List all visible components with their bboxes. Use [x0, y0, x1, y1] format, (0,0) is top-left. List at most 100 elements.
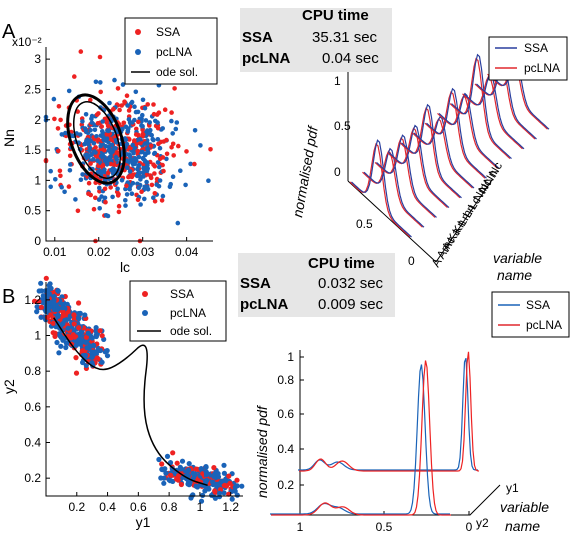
b-pdf-curve-y1-pclna	[299, 351, 480, 472]
b-ssa-point	[38, 304, 45, 310]
a-pdf-curve-ka-ssa	[387, 127, 448, 209]
a-pclna-point	[89, 120, 95, 125]
b-cpu-row-ssa-value: 0.032 sec	[318, 275, 384, 292]
a-ode-inner-cycle	[73, 101, 121, 179]
a-ssa-point	[172, 86, 177, 91]
a-x-tick-label: 0.03	[131, 245, 155, 259]
b-pclna-point	[221, 462, 227, 468]
a-ssa-point	[145, 102, 150, 107]
a-pclna-point	[124, 158, 130, 163]
b-ssa-point	[83, 334, 89, 340]
b-pclna-point	[158, 475, 164, 481]
a-pclna-point	[85, 137, 90, 143]
b-ssa-point	[76, 325, 82, 331]
b-pclna-point	[99, 359, 105, 365]
a-ssa-point	[132, 138, 137, 143]
a-ssa-point	[117, 107, 122, 113]
a-pclna-point	[103, 213, 109, 218]
a-ssa-point	[88, 192, 93, 198]
b-pclna-point	[54, 339, 60, 346]
b-pclna-point	[186, 461, 192, 467]
a-pclna-point	[51, 96, 57, 102]
a-pdf-base-axes	[347, 179, 493, 263]
a-pclna-point	[141, 166, 146, 171]
a-y-tick-label: 0	[34, 234, 41, 248]
a-ssa-point	[136, 119, 141, 125]
b-pclna-point	[102, 349, 108, 355]
a-pclna-point	[174, 120, 180, 125]
a-pdf-legend-ssa: SSA	[524, 41, 548, 55]
a-pclna-point	[147, 120, 152, 125]
b-ssa-point	[94, 355, 100, 361]
a-pclna-point	[113, 146, 118, 151]
b-pdf-z-tick-label: 0.8	[277, 373, 294, 387]
b-pclna-point	[191, 473, 197, 479]
a-ssa-point	[151, 162, 156, 167]
a-legend-ssa-marker	[135, 29, 141, 35]
a-ssa-point	[57, 168, 63, 174]
a-pclna-point	[86, 141, 91, 147]
a-pclna-point	[130, 142, 135, 148]
b-x-tick-label: 0.6	[130, 500, 147, 514]
a-pclna-point	[151, 195, 156, 200]
a-pclna-point	[155, 120, 160, 125]
a-pdf-legend: SSA pcLNA	[488, 36, 568, 81]
b-pclna-point	[76, 315, 82, 321]
b-x-tick-label: 0.4	[99, 500, 116, 514]
b-pclna-point	[84, 345, 90, 351]
b-pclna-point	[38, 314, 44, 320]
b-pclna-point	[93, 333, 99, 340]
a-ssa-point	[102, 186, 108, 192]
a-pclna-point	[100, 129, 105, 134]
b-x-axis-label: y1	[136, 514, 151, 530]
a-pclna-point	[134, 173, 140, 179]
b-ssa-point	[159, 461, 165, 467]
a-pdf-curve-kn-ssa	[399, 107, 461, 199]
a-pdf-category-label: Nn	[480, 167, 500, 187]
b-pclna-point	[63, 344, 69, 351]
a-ssa-point	[104, 132, 110, 137]
a-pclna-point	[127, 169, 133, 174]
b-ssa-point	[211, 465, 217, 471]
a-ssa-point	[135, 148, 140, 154]
b-pdf-legend: SSA pcLNA	[491, 291, 570, 338]
a-cpu-row-pclna-name: pcLNA	[242, 50, 291, 67]
a-pdf-z-label: normalised pdf	[289, 123, 321, 218]
a-ssa-point	[208, 147, 213, 152]
a-pclna-point	[129, 99, 135, 105]
a-pdf-category-label: Ln	[460, 202, 479, 221]
a-ssa-point	[58, 117, 63, 123]
b-ssa-point	[175, 477, 181, 483]
a-pclna-point	[198, 143, 203, 148]
a-pclna-point	[80, 119, 85, 124]
a-ssa-point	[139, 189, 144, 194]
a-pclna-point	[84, 155, 90, 161]
a-pclna-point	[119, 178, 125, 183]
b-y-tick-label: 0.8	[24, 364, 41, 378]
b-x-tick-label: 1	[197, 500, 204, 514]
a-ssa-point	[164, 137, 169, 143]
a-legend-pclna: pcLNA	[156, 45, 192, 59]
a-ssa-point	[78, 49, 84, 54]
a-pclna-point	[183, 182, 188, 188]
b-pclna-point	[210, 479, 216, 485]
b-pclna-point	[89, 360, 95, 366]
a-pdf-curve-nc-ssa	[462, 75, 523, 150]
a-y-tick-label: 3	[34, 52, 41, 66]
b-pclna-point	[42, 288, 49, 294]
a-y-tick-label: 2	[34, 113, 41, 127]
a-pclna-point	[141, 174, 146, 179]
a-pdf-curve-nm-pclna	[451, 53, 512, 160]
b-pclna-point	[221, 490, 227, 496]
b-cpu-table: CPU time SSA 0.032 sec pcLNA 0.009 sec	[238, 253, 395, 317]
b-pclna-point	[77, 337, 83, 343]
a-ssa-point	[86, 180, 92, 186]
a-ssa-point	[52, 116, 57, 122]
a-pclna-point	[77, 132, 83, 137]
b-ssa-point	[97, 328, 103, 334]
a-pdf-xtick-05: 0.5	[356, 217, 373, 231]
b-pclna-point	[204, 472, 210, 478]
a-pdf-xtick-0: 0	[408, 254, 415, 268]
b-ssa-point	[36, 299, 42, 305]
b-pclna-point	[229, 496, 235, 502]
